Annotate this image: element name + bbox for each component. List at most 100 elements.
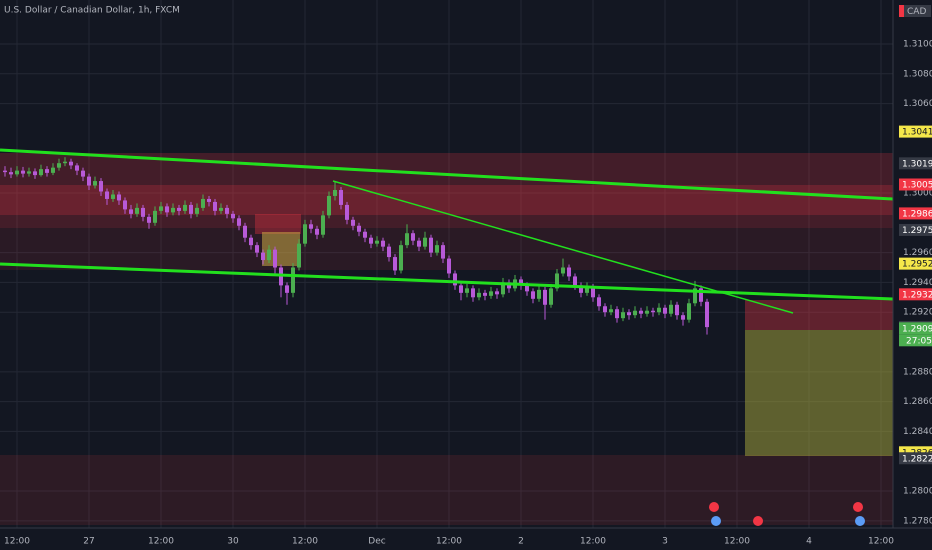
candle-body: [500, 282, 505, 295]
candle-body: [236, 218, 241, 226]
y-tick-label: 1.31000: [903, 39, 932, 49]
candle-body: [572, 276, 577, 286]
x-tick-label: 4: [806, 537, 812, 547]
event-icons: [709, 502, 865, 526]
candle-body: [482, 292, 487, 296]
candle-body: [32, 171, 37, 176]
currency-box: [899, 5, 931, 17]
price-label-box: [899, 322, 932, 335]
candle-body: [650, 310, 655, 313]
y-tick-label: 1.29600: [903, 248, 932, 258]
candle-body: [242, 225, 247, 238]
x-tick-label: 12:00: [292, 537, 318, 547]
candle-body: [632, 310, 637, 316]
countdown: 27:05: [906, 336, 932, 346]
candle-body: [620, 312, 625, 319]
candle-body: [368, 237, 373, 244]
candle-body: [326, 195, 331, 216]
x-tick-label: 12:00: [868, 537, 894, 547]
x-tick-label: 30: [227, 537, 239, 547]
candle-body: [536, 289, 541, 299]
candle-body: [200, 198, 205, 208]
candle-body: [638, 310, 643, 314]
candle-body: [254, 245, 259, 253]
price-label: 1.30199: [902, 159, 932, 169]
support-zone: [0, 455, 893, 525]
candle-body: [56, 163, 61, 168]
event-icon: [709, 502, 719, 512]
candle-body: [116, 194, 121, 201]
candle-body: [284, 285, 289, 293]
candle-body: [224, 207, 229, 214]
x-tick-label: 12:00: [580, 537, 606, 547]
candle-body: [50, 167, 55, 173]
x-tick-label: 12:00: [724, 537, 750, 547]
candle-body: [428, 237, 433, 253]
candle-body: [494, 291, 499, 295]
candle-body: [476, 292, 481, 298]
candle-body: [674, 304, 679, 316]
candle-body: [26, 171, 31, 174]
candle-body: [20, 170, 25, 174]
x-tick-label: 3: [662, 537, 668, 547]
candle-body: [68, 161, 73, 166]
candle-body: [182, 204, 187, 211]
candle-body: [662, 307, 667, 314]
x-tick-label: 2: [518, 537, 524, 547]
candle-body: [44, 169, 49, 173]
candle-body: [212, 201, 217, 211]
candle-body: [560, 267, 565, 274]
candle-body: [452, 273, 457, 286]
trend-line: [332, 180, 794, 314]
candle-body: [194, 207, 199, 214]
channel-bottom: [0, 262, 894, 301]
candle-body: [668, 304, 673, 314]
price-label: 1.29320: [902, 290, 932, 300]
candle-body: [446, 258, 451, 274]
x-tick-label: Dec: [368, 537, 385, 547]
price-label: 1.28220: [902, 454, 932, 464]
candle-body: [134, 207, 139, 214]
event-icon: [753, 516, 763, 526]
y-tick-label: 1.29200: [903, 308, 932, 318]
candle-body: [92, 181, 97, 186]
candle-body: [62, 161, 67, 164]
price-label-box: [899, 125, 932, 138]
event-icon: [853, 502, 863, 512]
candle-body: [458, 285, 463, 293]
candle-body: [110, 194, 115, 199]
event-icon: [711, 516, 721, 526]
candle-body: [518, 279, 523, 286]
y-tick-label: 1.29400: [903, 278, 932, 288]
chart-title: U.S. Dollar / Canadian Dollar, 1h, FXCM: [4, 6, 180, 16]
candle-body: [308, 224, 313, 229]
candle-body: [614, 309, 619, 319]
candle-body: [656, 307, 661, 313]
candle-body: [686, 303, 691, 320]
resistance-core: [0, 185, 893, 215]
candle-body: [596, 297, 601, 307]
candle-body: [74, 165, 79, 171]
candle-body: [590, 286, 595, 298]
channel-top: [0, 148, 894, 201]
candle-body: [542, 289, 547, 305]
candle-body: [14, 170, 19, 175]
x-tick-label: 12:00: [436, 537, 462, 547]
candle-body: [176, 207, 181, 211]
candle-body: [602, 306, 607, 313]
candle-body: [386, 246, 391, 258]
candle-body: [398, 245, 403, 271]
price-label-box: [899, 288, 932, 301]
candle-body: [296, 243, 301, 268]
candle-body: [170, 207, 175, 213]
y-tick-label: 1.28000: [903, 487, 932, 497]
grid: [0, 0, 893, 528]
candle-body: [338, 190, 343, 205]
candle-body: [680, 315, 685, 320]
candle-body: [434, 245, 439, 253]
candle-body: [356, 225, 361, 232]
candles: [2, 157, 709, 335]
candle-body: [218, 207, 223, 211]
